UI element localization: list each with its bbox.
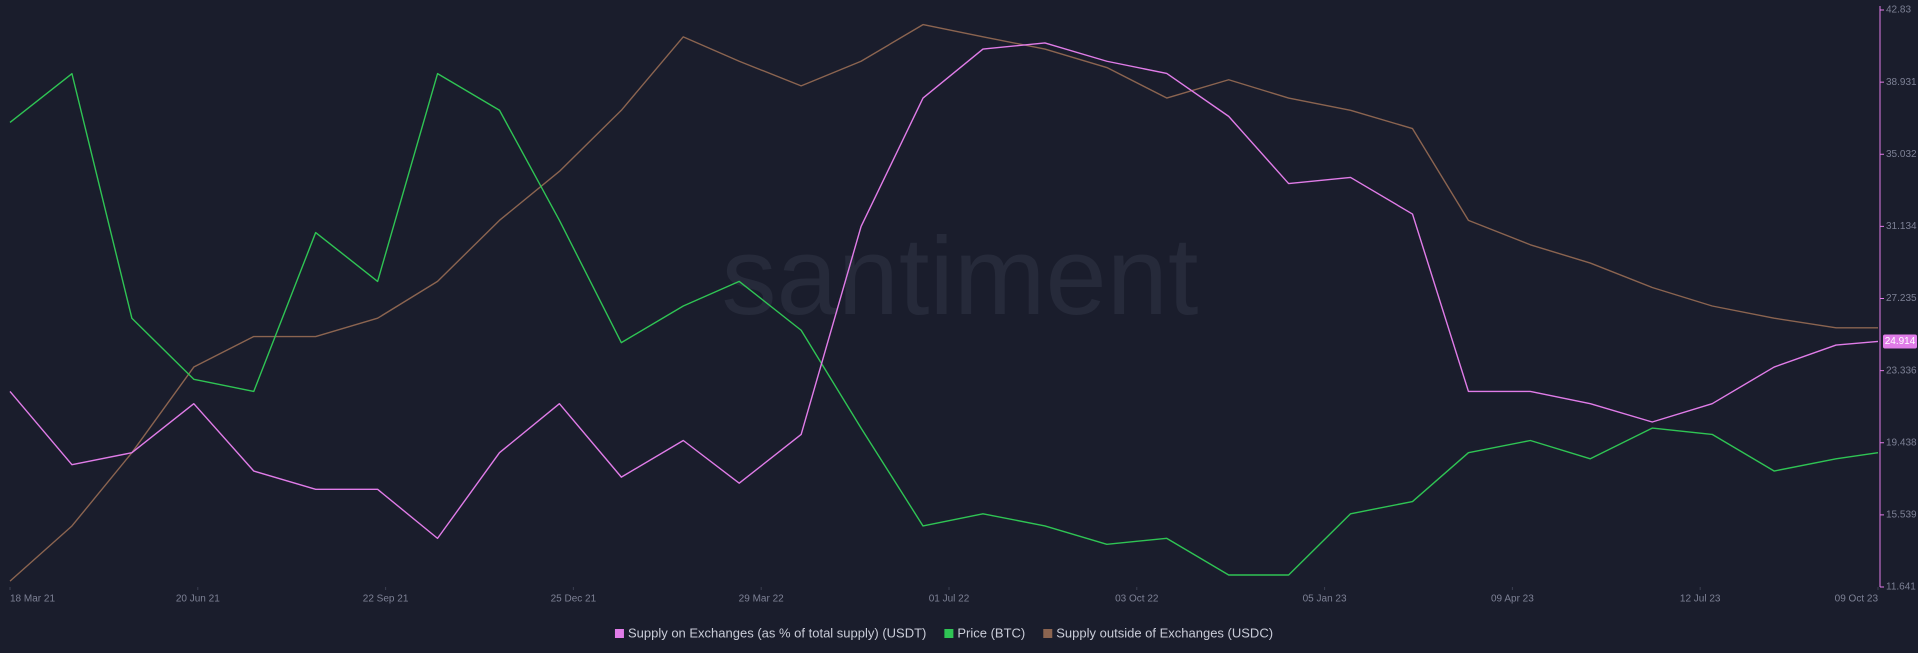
x-tick-label: 09 Oct 23 — [1835, 594, 1879, 605]
x-tick-label: 12 Jul 23 — [1680, 594, 1721, 605]
y-tick-label: 11.641 — [1886, 582, 1916, 593]
y-tick-label: 31.134 — [1886, 221, 1917, 232]
current-value-badge — [1883, 334, 1917, 349]
watermark: santiment — [722, 215, 1199, 338]
x-tick-label: 09 Apr 23 — [1491, 594, 1534, 605]
y-tick-label: 15.539 — [1886, 510, 1917, 521]
x-tick-label: 25 Dec 21 — [551, 594, 597, 605]
legend-swatch — [944, 629, 954, 638]
y-tick-label: 23.336 — [1886, 365, 1917, 376]
legend-swatch — [614, 629, 624, 638]
current-value-label: 24.914 — [1885, 336, 1916, 347]
y-tick-label: 35.032 — [1886, 149, 1917, 160]
legend-swatch — [1043, 629, 1053, 638]
x-tick-label: 05 Jan 23 — [1303, 594, 1347, 605]
legend-label: Supply outside of Exchanges (USDC) — [1056, 625, 1273, 640]
y-tick-label: 19.438 — [1886, 437, 1917, 448]
x-tick-label: 01 Jul 22 — [929, 594, 970, 605]
x-tick-label: 22 Sep 21 — [363, 594, 409, 605]
series-line — [9, 72, 1879, 576]
legend-label: Supply on Exchanges (as % of total suppl… — [628, 625, 926, 640]
x-tick-label: 29 Mar 22 — [739, 594, 784, 605]
legend: Supply on Exchanges (as % of total suppl… — [614, 625, 1273, 640]
legend-label: Price (BTC) — [957, 625, 1025, 640]
y-tick-label: 27.235 — [1886, 293, 1917, 304]
x-tick-label: 03 Oct 22 — [1115, 594, 1159, 605]
y-tick-label: 42.83 — [1886, 5, 1911, 16]
series-line — [9, 23, 1878, 582]
x-tick-label: 20 Jun 21 — [176, 594, 220, 605]
y-tick-label: 38.931 — [1886, 77, 1917, 88]
series-line — [9, 42, 1879, 540]
x-tick-label: 18 Mar 21 — [10, 594, 55, 605]
